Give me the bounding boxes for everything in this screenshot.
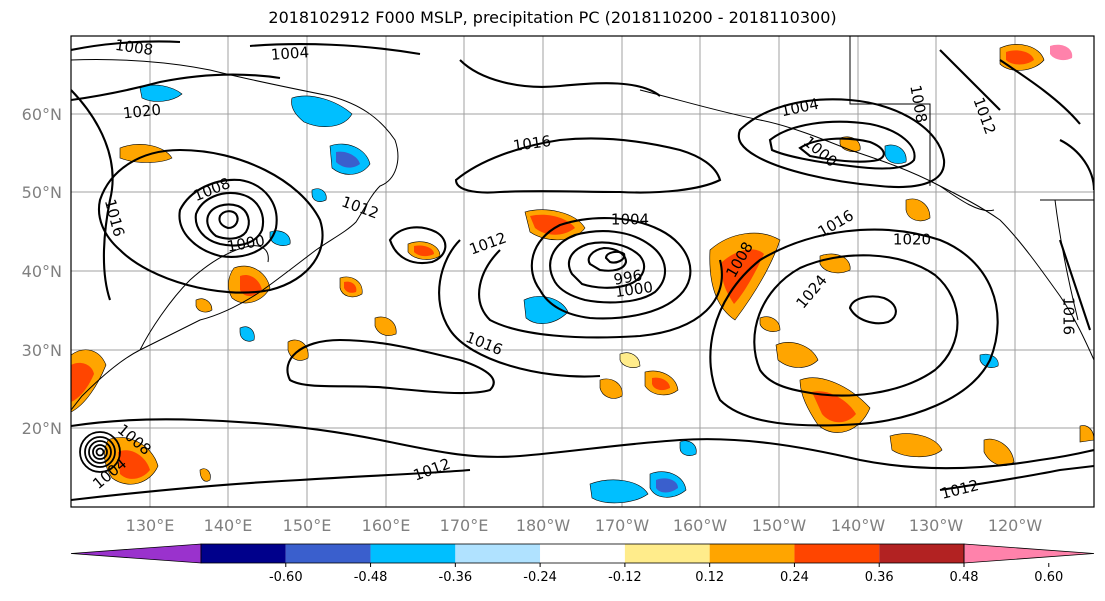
colorbar-box xyxy=(455,544,541,563)
longitude-labels: 130°E 140°E 150°E 160°E 170°E 180°W 170°W 160°W… xyxy=(126,516,1043,535)
isobar-label: 1004 xyxy=(611,211,649,229)
colorbar-tick-label: -0.36 xyxy=(439,570,473,585)
colorbar-tick-label: -0.60 xyxy=(269,570,303,585)
lon-label: 130°W xyxy=(909,516,964,535)
lat-label: 50°N xyxy=(22,183,62,202)
colorbar-tick-label: 0.60 xyxy=(1034,570,1063,585)
colorbar-outline xyxy=(200,543,965,564)
map-title: 2018102912 F000 MSLP, precipitation PC (… xyxy=(268,8,837,27)
lon-label: 150°W xyxy=(752,516,807,535)
colorbar: -0.60 -0.48 -0.36 -0.24 -0.12 0.12 0.24 0.36 0.4… xyxy=(70,543,1095,585)
colorbar-box xyxy=(879,544,964,563)
lon-label: 150°E xyxy=(283,516,332,535)
colorbar-tick-label: 0.24 xyxy=(780,570,809,585)
lon-label: 140°E xyxy=(204,516,253,535)
isobar-label: 1016 xyxy=(1060,297,1078,335)
colorbar-box xyxy=(285,544,371,563)
lat-label: 60°N xyxy=(22,105,62,124)
isobar-label: 1016 xyxy=(512,132,552,155)
lon-label: 160°W xyxy=(673,516,728,535)
colorbar-box xyxy=(201,544,286,563)
colorbar-box xyxy=(370,544,456,563)
lat-label: 30°N xyxy=(22,341,62,360)
lon-label: 180°W xyxy=(516,516,571,535)
colorbar-tick-label: -0.12 xyxy=(608,570,642,585)
typhoon-low xyxy=(79,431,121,473)
isobar-label: 1020 xyxy=(122,101,162,123)
colorbar-tick-label: 0.36 xyxy=(865,570,894,585)
isobar-label: 1004 xyxy=(270,43,309,64)
colorbar-tick-label: 0.12 xyxy=(695,570,724,585)
map-frame xyxy=(70,35,1095,508)
isobar-label: 1020 xyxy=(893,231,931,249)
colorbar-box xyxy=(624,544,710,563)
colorbar-tick-label: -0.24 xyxy=(523,570,557,585)
lon-label: 170°E xyxy=(440,516,489,535)
lon-label: 170°W xyxy=(595,516,650,535)
colorbar-box xyxy=(709,544,795,563)
lon-label: 130°E xyxy=(126,516,175,535)
isobar-label: 1000 xyxy=(614,278,654,301)
lon-label: 160°E xyxy=(362,516,411,535)
lat-label: 40°N xyxy=(22,262,62,281)
precipitation-shading xyxy=(71,44,1094,504)
isobar-label: 1008 xyxy=(114,36,154,59)
lon-label: 140°W xyxy=(831,516,886,535)
lat-label: 20°N xyxy=(22,419,62,438)
latitude-labels: 60°N 50°N 40°N 30°N 20°N xyxy=(22,105,62,438)
colorbar-box xyxy=(540,544,625,563)
colorbar-extend-max xyxy=(963,543,1095,564)
colorbar-tick-label: 0.48 xyxy=(950,570,979,585)
lon-label: 120°W xyxy=(988,516,1043,535)
colorbar-box xyxy=(794,544,880,563)
isobar-label: 996 xyxy=(612,266,643,289)
colorbar-tick-label: -0.48 xyxy=(354,570,388,585)
colorbar-extend-min xyxy=(70,543,202,564)
